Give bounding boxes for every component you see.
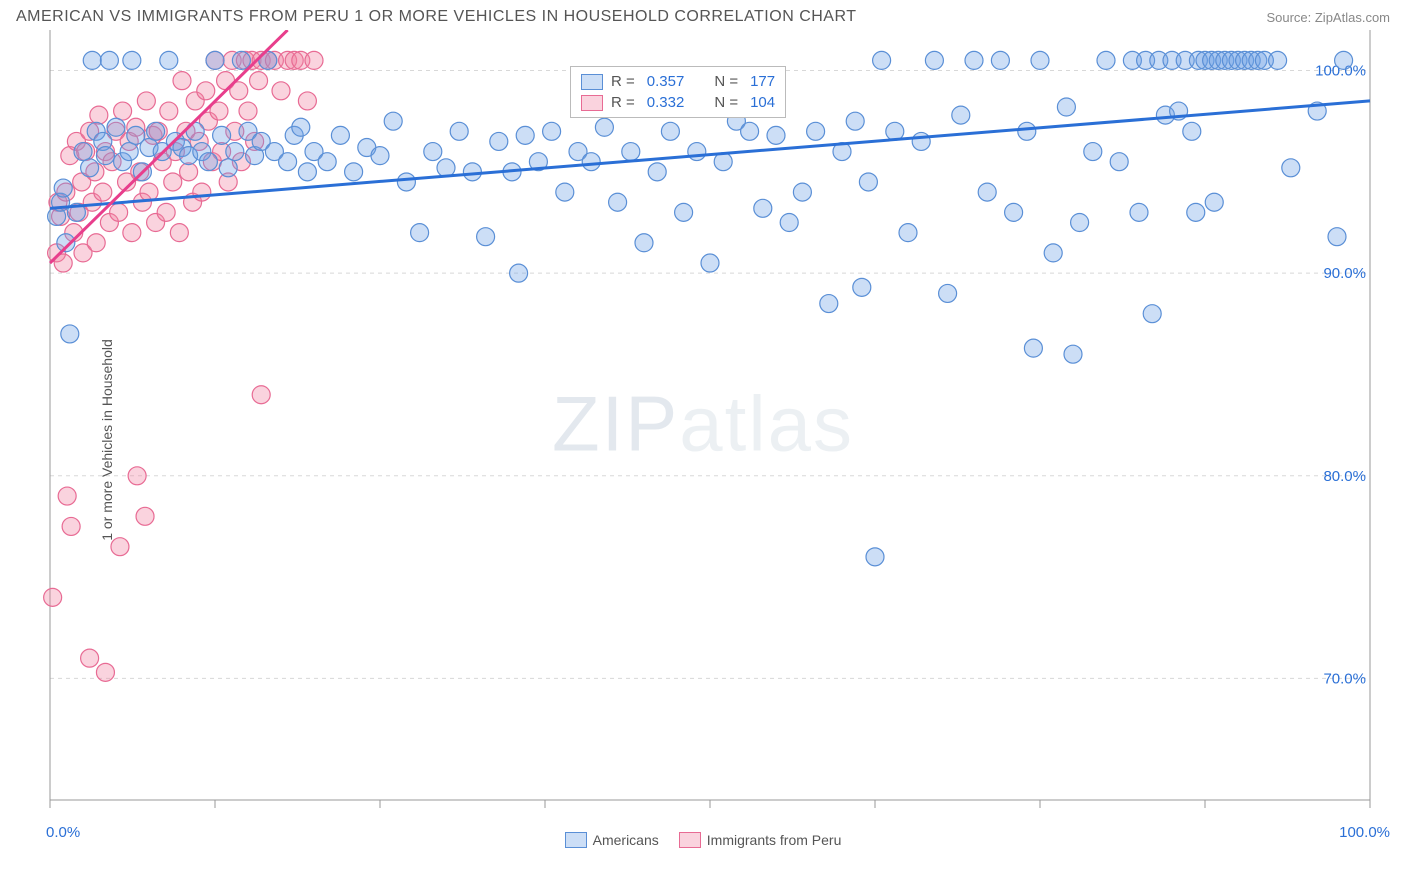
chart-title: AMERICAN VS IMMIGRANTS FROM PERU 1 OR MO… [16,8,857,26]
legend-label: Immigrants from Peru [707,832,842,848]
scatter-plot: 70.0%80.0%90.0%100.0% [0,30,1406,850]
legend-label: Americans [593,832,659,848]
legend-item: Americans [565,832,659,848]
svg-text:70.0%: 70.0% [1323,670,1366,687]
legend-row: R =0.357N =177 [581,71,775,92]
y-axis-label: 1 or more Vehicles in Household [99,339,115,541]
svg-text:90.0%: 90.0% [1323,265,1366,282]
svg-text:80.0%: 80.0% [1323,468,1366,485]
chart-area: 1 or more Vehicles in Household 70.0% 80.… [0,30,1406,850]
legend-row: R =0.332N =104 [581,92,775,113]
legend-item: Immigrants from Peru [679,832,842,848]
header: AMERICAN VS IMMIGRANTS FROM PERU 1 OR MO… [0,0,1406,30]
legend-swatch [679,832,701,848]
source-label: Source: ZipAtlas.com [1266,10,1390,25]
series-legend: Americans Immigrants from Peru [0,832,1406,848]
legend-swatch [565,832,587,848]
legend-swatch [581,95,603,111]
legend-swatch [581,74,603,90]
correlation-legend: R =0.357N =177R =0.332N =104 [570,66,786,118]
